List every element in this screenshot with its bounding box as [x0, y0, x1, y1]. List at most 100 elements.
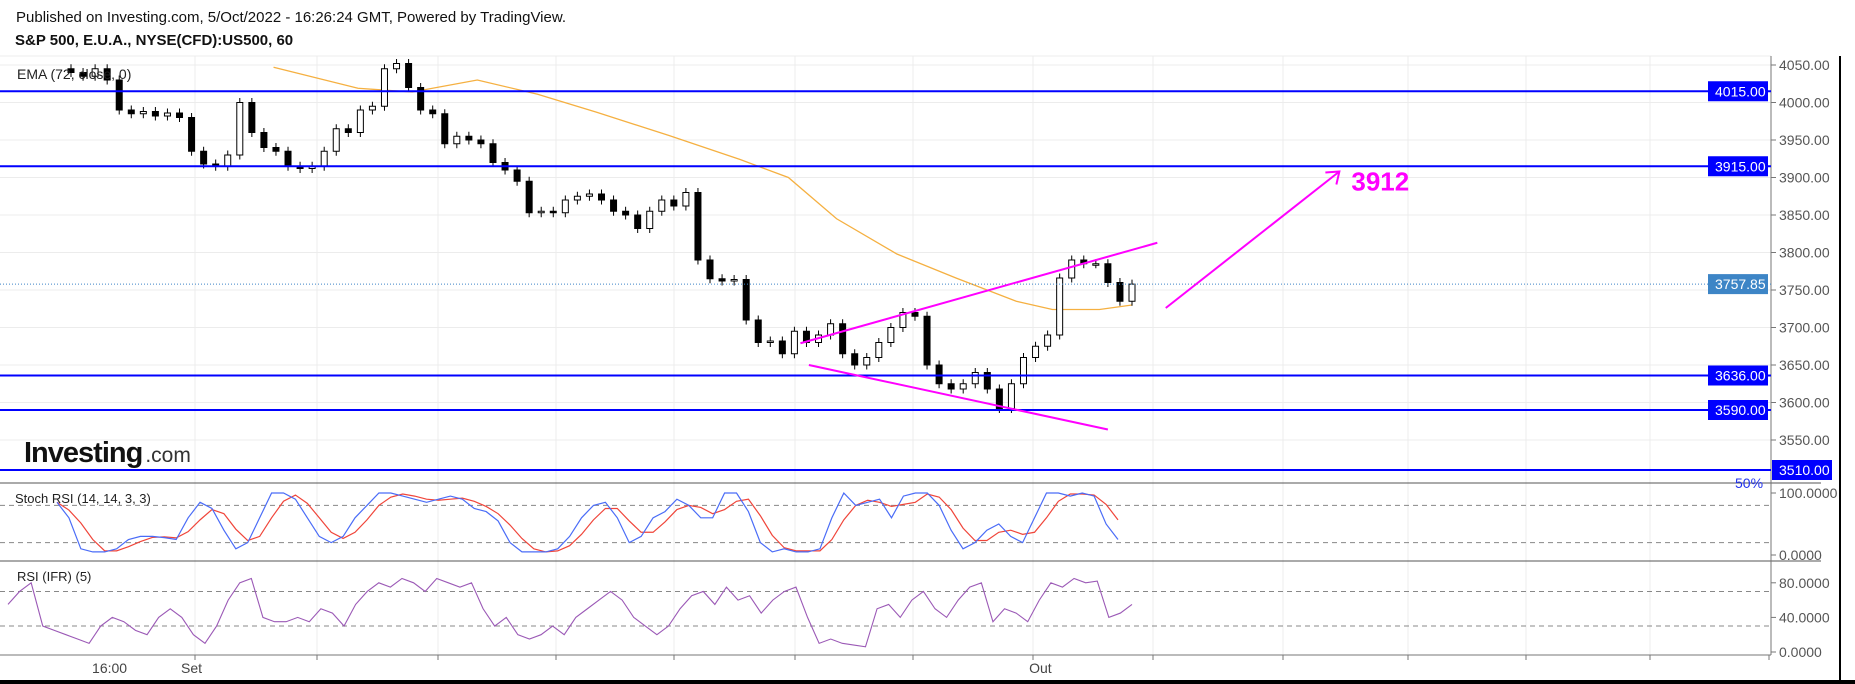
level-label: 4015.00: [1715, 83, 1766, 99]
candle: [863, 353, 871, 370]
candle-body: [911, 312, 919, 317]
candle: [730, 275, 738, 286]
candle: [935, 360, 943, 389]
candle: [1068, 255, 1076, 283]
candle-body: [344, 128, 352, 133]
candle-body: [356, 109, 364, 133]
candle: [272, 143, 280, 156]
rsi-legend: RSI (IFR) (5): [17, 569, 91, 584]
level-label-bg: [1708, 365, 1768, 386]
rsi-line: [7, 577, 1133, 648]
candle: [260, 128, 268, 152]
candle: [1032, 341, 1040, 362]
candle-body: [513, 169, 521, 182]
candle-body: [694, 192, 702, 261]
candle: [1128, 279, 1136, 306]
candle-body: [995, 388, 1003, 409]
arrow-head-icon: [1325, 170, 1341, 185]
candle-body: [718, 278, 726, 282]
candle: [224, 150, 232, 171]
candle: [236, 98, 244, 160]
candle: [344, 124, 352, 137]
candle-body: [284, 150, 292, 167]
candle-body: [453, 135, 461, 145]
candle: [417, 83, 425, 115]
level-label: 3590.00: [1715, 402, 1766, 418]
ema-legend: EMA (72, close, 0): [17, 66, 131, 82]
candle: [151, 107, 159, 121]
candle: [646, 206, 654, 233]
candle-body: [1128, 283, 1136, 302]
candle-body: [224, 154, 232, 167]
candle-body: [79, 72, 87, 77]
candle-body: [236, 102, 244, 156]
candle-body: [670, 199, 678, 207]
candle: [91, 64, 99, 81]
candle: [1044, 330, 1052, 351]
candle-body: [127, 109, 135, 115]
candle-body: [682, 192, 690, 207]
candle: [513, 165, 521, 186]
level-label-bg: [1708, 400, 1768, 420]
candle-body: [1056, 277, 1064, 336]
candle: [405, 59, 413, 92]
candle: [115, 75, 123, 115]
candle: [393, 59, 401, 74]
rsi-tick-label: 40.0000: [1779, 609, 1830, 625]
candle: [706, 255, 714, 284]
candle-body: [151, 111, 159, 117]
rsi-tick-label: 0.0000: [1779, 644, 1822, 660]
time-tick-label: Out: [1029, 660, 1052, 676]
price-tick-label: 4050.00: [1779, 57, 1830, 73]
candle-body: [380, 68, 388, 107]
price-tick-label: 3700.00: [1779, 320, 1830, 336]
candle: [887, 323, 895, 347]
candle: [658, 195, 666, 216]
candle-body: [1007, 383, 1015, 409]
price-tick-label: 3900.00: [1779, 170, 1830, 186]
candle: [332, 124, 340, 156]
price-tick-label: 3950.00: [1779, 132, 1830, 148]
candle-body: [248, 102, 256, 133]
candle: [802, 326, 810, 347]
candle-body: [176, 112, 184, 118]
candle-body: [646, 210, 654, 229]
candle-body: [610, 199, 618, 212]
rsi-tick-label: 80.0000: [1779, 575, 1830, 591]
symbol-title: S&P 500, E.U.A., NYSE(CFD):US500, 60: [15, 32, 294, 49]
candle-body: [971, 372, 979, 385]
candle: [766, 336, 774, 347]
last-price-label: 3757.85: [1715, 276, 1766, 292]
candle-body: [875, 342, 883, 358]
candle-body: [103, 68, 111, 81]
wedge-lower-trendline: [808, 364, 1109, 431]
candle-body: [839, 323, 847, 355]
stoch-k-line: [56, 491, 1119, 553]
candle-body: [754, 319, 762, 343]
candle-body: [887, 327, 895, 343]
price-tick-label: 4000.00: [1779, 95, 1830, 111]
candle: [429, 105, 437, 119]
candle-body: [706, 259, 714, 280]
candle-body: [778, 340, 786, 355]
candle: [163, 108, 171, 121]
candle-body: [320, 150, 328, 167]
candle-body: [947, 383, 955, 390]
candle: [754, 315, 762, 347]
time-tick-label: Set: [181, 660, 202, 676]
candle-body: [573, 195, 581, 201]
candle-body: [634, 214, 642, 229]
candle: [477, 135, 485, 149]
candle: [212, 159, 220, 171]
stoch-tick-label: 0.0000: [1779, 547, 1822, 563]
candle: [947, 379, 955, 394]
candle-body: [622, 210, 630, 216]
candle-body: [983, 372, 991, 390]
candle-body: [549, 210, 557, 214]
candle: [127, 105, 135, 119]
candle-body: [1116, 282, 1124, 302]
candle-body: [91, 68, 99, 77]
candle-body: [790, 330, 798, 355]
stoch-d-line: [56, 493, 1119, 553]
